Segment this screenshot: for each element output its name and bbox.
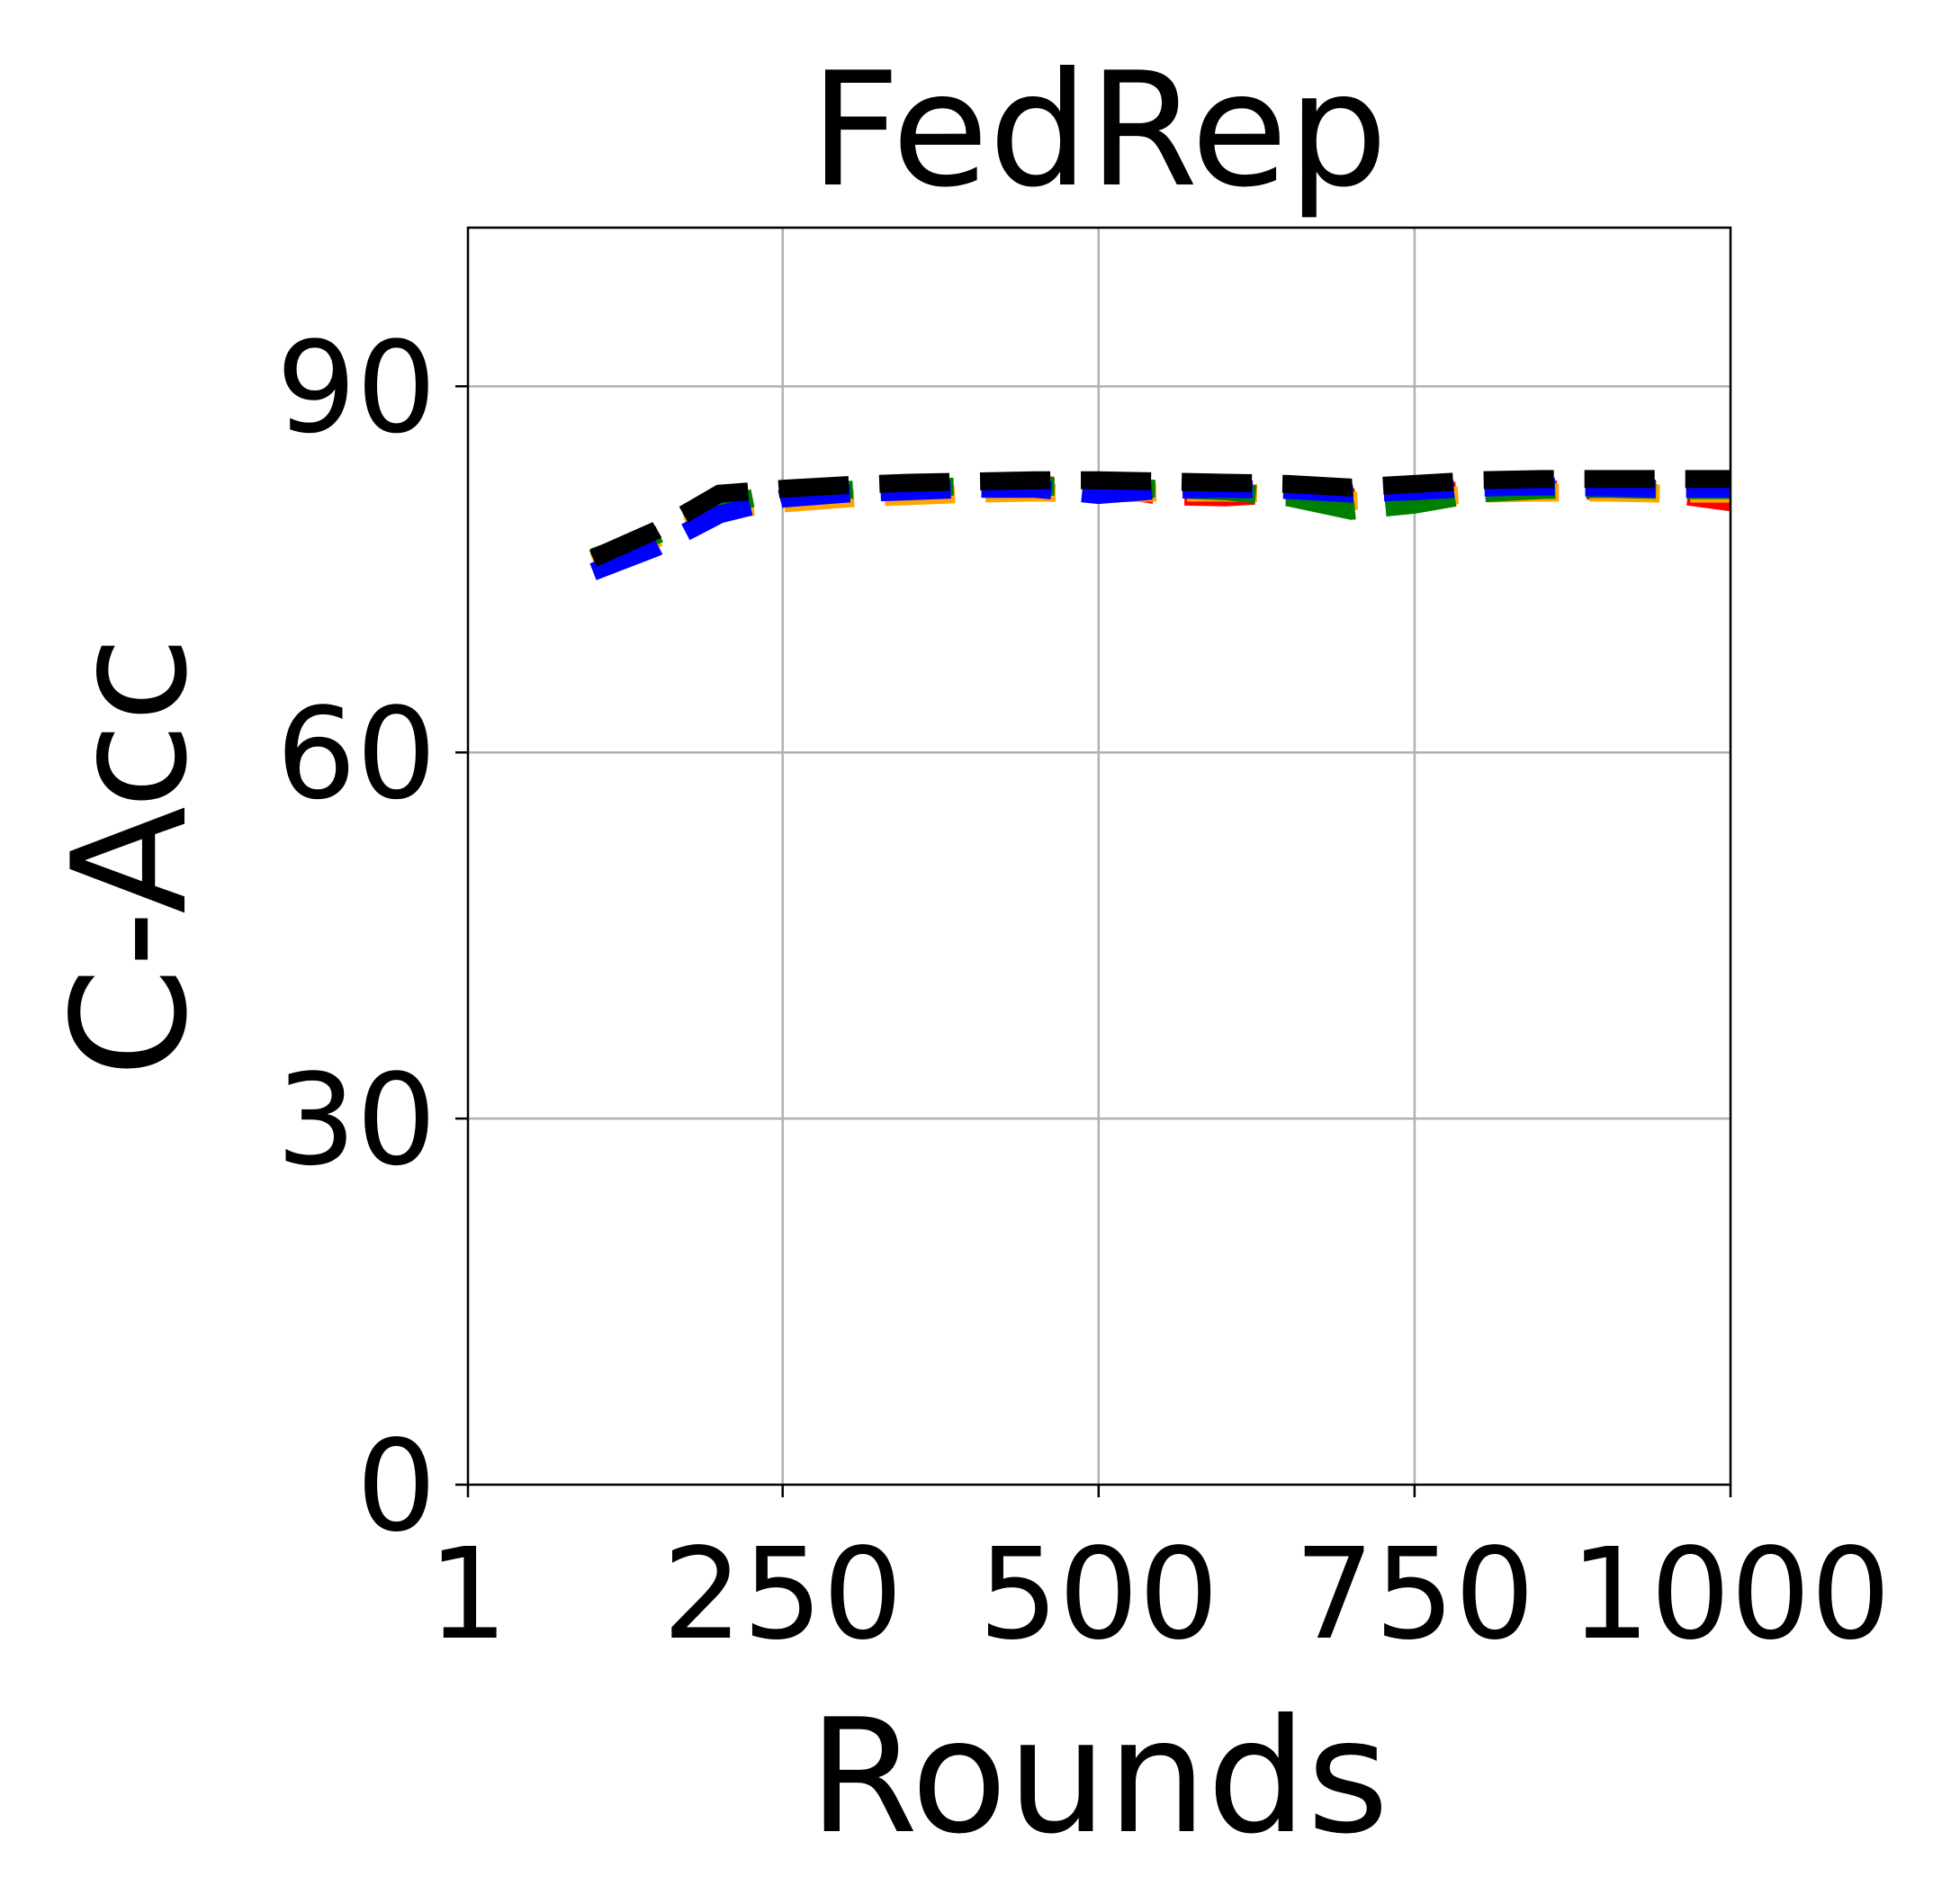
- x-axis-label: Rounds: [809, 1686, 1389, 1869]
- x-tick-label: 250: [662, 1522, 903, 1668]
- chart-title: FedRep: [810, 40, 1388, 222]
- series-lines: [589, 470, 1732, 580]
- x-tick-label: 1: [427, 1522, 508, 1668]
- y-axis-label: C-Acc: [40, 636, 222, 1078]
- y-tick-label: 30: [276, 1047, 436, 1194]
- y-tick-label: 60: [276, 681, 436, 828]
- x-tick-label: 1000: [1570, 1522, 1891, 1668]
- y-tick-label: 90: [276, 315, 436, 462]
- grid: [468, 228, 1731, 1485]
- series-line-4: [589, 470, 1731, 567]
- x-tick-label: 750: [1294, 1522, 1534, 1668]
- y-tick-label: 0: [356, 1414, 436, 1560]
- x-tick-label: 500: [978, 1522, 1218, 1668]
- ticks: 1 250 500 750 1000 0 30 60 90: [276, 315, 1891, 1668]
